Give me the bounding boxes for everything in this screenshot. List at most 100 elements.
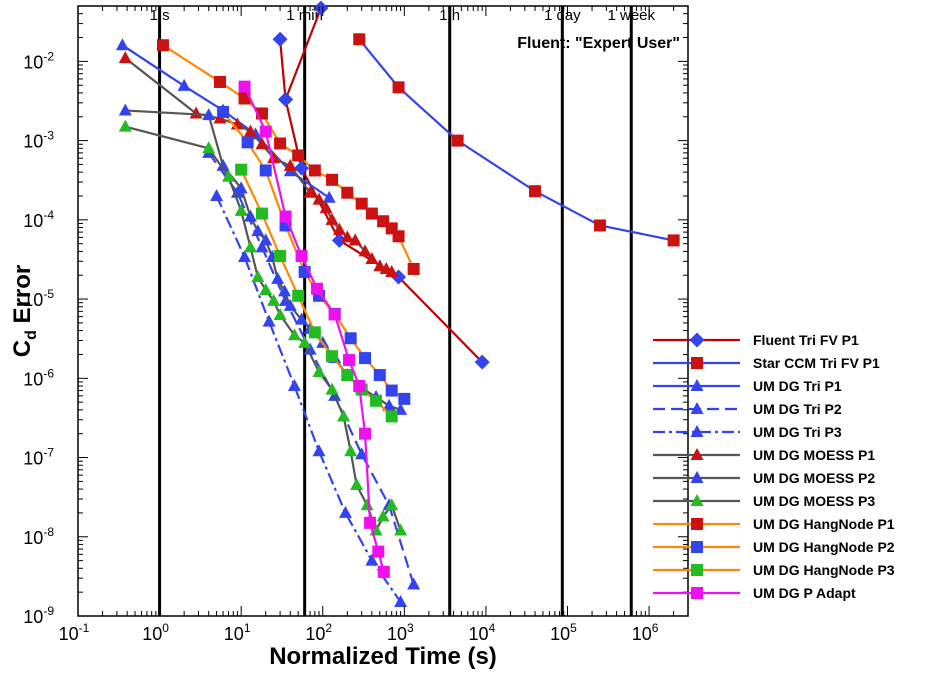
data-point (341, 369, 354, 382)
data-point (274, 137, 287, 150)
data-point (358, 244, 372, 257)
legend-item: UM DG Tri P1 (653, 378, 842, 394)
data-point (278, 284, 292, 297)
data-point (273, 307, 287, 320)
y-tick-label: 10-9 (23, 604, 54, 627)
data-point (308, 164, 321, 177)
data-point (267, 151, 281, 164)
data-point (156, 39, 169, 52)
legend-item: UM DG Tri P2 (653, 401, 842, 417)
data-point (255, 207, 268, 220)
data-point (118, 51, 132, 64)
data-point (355, 197, 368, 210)
x-tick-label: 104 (469, 621, 496, 644)
data-point (359, 352, 372, 365)
data-point (274, 249, 287, 262)
legend-marker (691, 564, 703, 576)
y-axis-title-sub: d (23, 330, 40, 340)
data-point (262, 314, 276, 327)
legend-label: UM DG HangNode P3 (753, 562, 895, 578)
legend-label: UM DG Tri P3 (753, 424, 842, 440)
data-point (216, 158, 230, 171)
data-point (593, 219, 606, 232)
data-point (337, 409, 351, 422)
data-point (343, 354, 356, 367)
data-point (177, 78, 191, 91)
data-point (310, 282, 323, 295)
data-point (370, 394, 383, 407)
legend-marker (690, 494, 704, 506)
data-point (385, 410, 398, 423)
data-point (344, 444, 358, 457)
data-point (234, 203, 248, 216)
data-point (325, 212, 339, 225)
x-tick-label: 100 (142, 621, 169, 644)
data-point (312, 444, 326, 457)
data-point (312, 192, 326, 205)
x-tick-label: 102 (305, 621, 332, 644)
data-point (118, 119, 132, 132)
legend-item: UM DG MOESS P2 (653, 470, 875, 486)
data-point (392, 230, 405, 243)
data-point (312, 365, 326, 378)
data-point (243, 240, 257, 253)
data-point (295, 249, 308, 262)
data-point (267, 293, 281, 306)
legend-item: Fluent Tri FV P1 (653, 332, 859, 348)
data-point (331, 232, 347, 248)
legend-item: UM DG MOESS P3 (653, 493, 875, 509)
data-point (474, 354, 490, 370)
data-point (322, 190, 336, 203)
legend-marker (690, 379, 704, 391)
legend-label: Star CCM Tri FV P1 (753, 355, 880, 371)
y-tick-label: 10-4 (23, 208, 54, 231)
data-point (243, 209, 257, 222)
data-point (529, 185, 542, 198)
legend-marker (691, 587, 703, 599)
data-point (332, 222, 346, 235)
data-point (238, 80, 251, 93)
series-line (358, 38, 674, 242)
legend-label: UM DG HangNode P1 (753, 516, 895, 532)
legend: Fluent Tri FV P1 Star CCM Tri FV P1 UM DG … (653, 332, 895, 601)
data-point (407, 577, 421, 590)
data-point (326, 173, 339, 186)
data-point (340, 230, 354, 243)
legend-marker (691, 357, 703, 369)
legend-label: UM DG MOESS P2 (753, 470, 875, 486)
legend-item: UM DG Tri P3 (653, 424, 842, 440)
time-marker-label: 1 h (439, 7, 460, 24)
data-point (238, 249, 252, 262)
y-tick-label: 10-5 (23, 287, 54, 310)
legend-label: UM DG MOESS P3 (753, 493, 875, 509)
data-point (364, 516, 377, 529)
data-point (294, 160, 310, 176)
data-point (308, 326, 321, 339)
legend-item: UM DG P Adapt (653, 585, 856, 601)
data-point (392, 81, 405, 94)
data-point (303, 342, 317, 355)
legend-item: UM DG MOESS P1 (653, 447, 875, 463)
data-point (287, 328, 301, 341)
series (353, 33, 680, 247)
data-point (251, 224, 265, 237)
data-point (115, 38, 129, 51)
data-point (202, 108, 216, 121)
data-point (353, 379, 366, 392)
data-point (303, 185, 317, 198)
data-point (271, 271, 285, 284)
time-marker-label: 1 day (544, 7, 581, 24)
data-point (365, 207, 378, 220)
x-tick-label: 106 (632, 621, 659, 644)
legend-label: UM DG HangNode P2 (753, 539, 895, 555)
series-line (215, 195, 402, 603)
x-tick-label: 103 (387, 621, 414, 644)
data-point (325, 382, 339, 395)
data-point (255, 137, 269, 150)
x-tick-label: 10-1 (59, 621, 90, 644)
data-point (292, 289, 305, 302)
legend-label: UM DG MOESS P1 (753, 447, 875, 463)
legend-marker (690, 448, 704, 460)
data-point (360, 498, 374, 511)
